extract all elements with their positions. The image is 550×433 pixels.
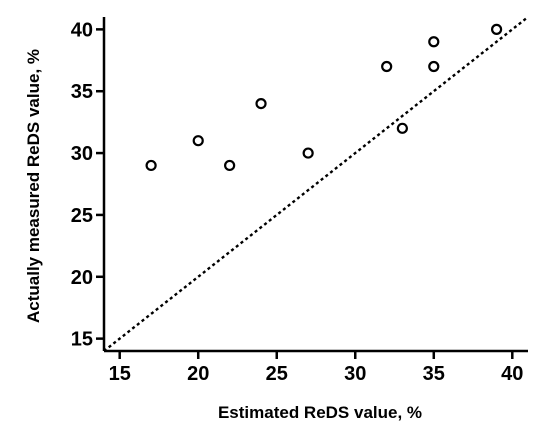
axes-layer xyxy=(102,17,528,353)
y-tick-label: 25 xyxy=(71,205,93,227)
y-tick-label: 15 xyxy=(71,329,93,351)
y-tick-label: 40 xyxy=(71,19,93,41)
x-tick-label: 25 xyxy=(266,363,288,385)
data-point xyxy=(255,97,267,110)
data-point xyxy=(428,36,440,48)
y-tick-label: 35 xyxy=(71,81,93,103)
data-point xyxy=(490,23,503,35)
reference-line-layer xyxy=(103,16,529,352)
y-tick-label: 30 xyxy=(71,143,93,165)
data-point xyxy=(145,159,157,172)
data-point xyxy=(224,159,236,172)
ticks-layer: 15 20 25 30 35 40 15 20 25 30 35 40 xyxy=(71,19,524,385)
y-axis-title: Actually measured ReDS value, % xyxy=(24,49,43,323)
data-point xyxy=(192,135,204,147)
x-tick-label: 20 xyxy=(187,363,209,385)
data-point xyxy=(396,122,408,134)
points-layer xyxy=(145,23,503,172)
x-tick-label: 15 xyxy=(109,363,131,385)
data-point xyxy=(428,60,440,73)
data-point xyxy=(381,60,393,73)
x-tick-label: 40 xyxy=(501,363,523,385)
data-point xyxy=(302,147,314,159)
y-tick-label: 20 xyxy=(71,267,93,289)
reference-line xyxy=(103,16,529,352)
x-tick-label: 30 xyxy=(344,363,366,385)
x-tick-label: 35 xyxy=(423,363,445,385)
x-axis-title: Estimated ReDS value, % xyxy=(218,403,422,422)
